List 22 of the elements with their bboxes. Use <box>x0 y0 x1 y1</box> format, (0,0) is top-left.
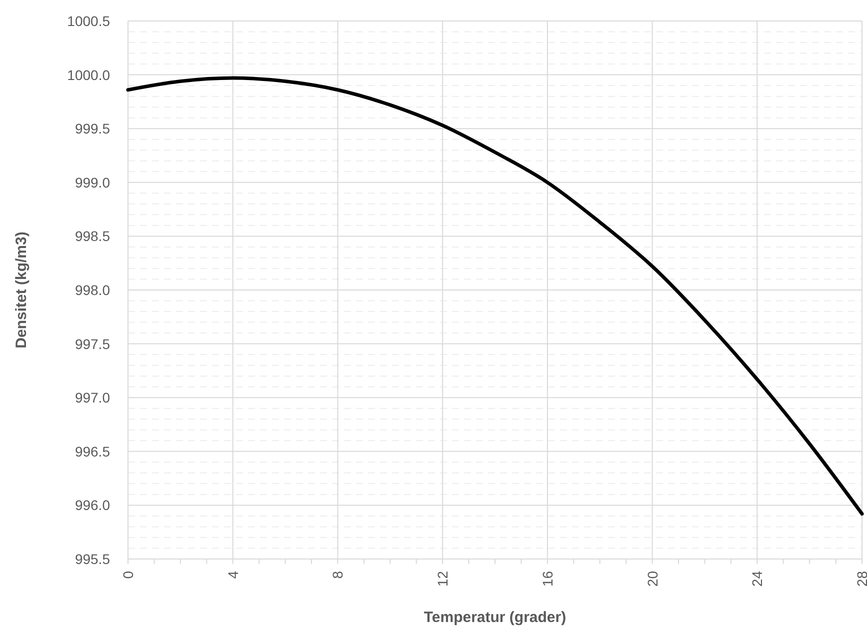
y-tick-label: 1000.0 <box>67 66 110 83</box>
x-tick-label: 20 <box>644 570 660 587</box>
y-tick-label: 996.5 <box>74 443 110 460</box>
x-tick-label: 8 <box>330 570 346 579</box>
x-tick-label: 12 <box>434 570 451 587</box>
y-tick-label: 998.5 <box>74 228 110 244</box>
y-tick-label: 1000.5 <box>67 13 110 29</box>
x-tick-label: 0 <box>120 570 136 579</box>
y-tick-label: 997.0 <box>74 390 110 406</box>
y-tick-label: 997.5 <box>74 336 110 352</box>
x-tick-label: 16 <box>539 570 556 587</box>
x-axis-title: Temperatur (grader) <box>424 609 566 626</box>
x-tick-label: 24 <box>749 570 766 587</box>
y-tick-label: 996.0 <box>74 497 110 514</box>
y-axis-title: Densitet (kg/m3) <box>13 232 30 348</box>
y-tick-label: 999.5 <box>74 120 110 137</box>
line-series <box>126 76 864 516</box>
x-tick-label: 28 <box>854 570 867 587</box>
y-tick-label: 995.5 <box>74 551 110 567</box>
y-tick-label: 999.0 <box>74 174 110 190</box>
x-tick-label: 4 <box>224 570 241 579</box>
y-tick-label: 998.0 <box>74 282 110 298</box>
